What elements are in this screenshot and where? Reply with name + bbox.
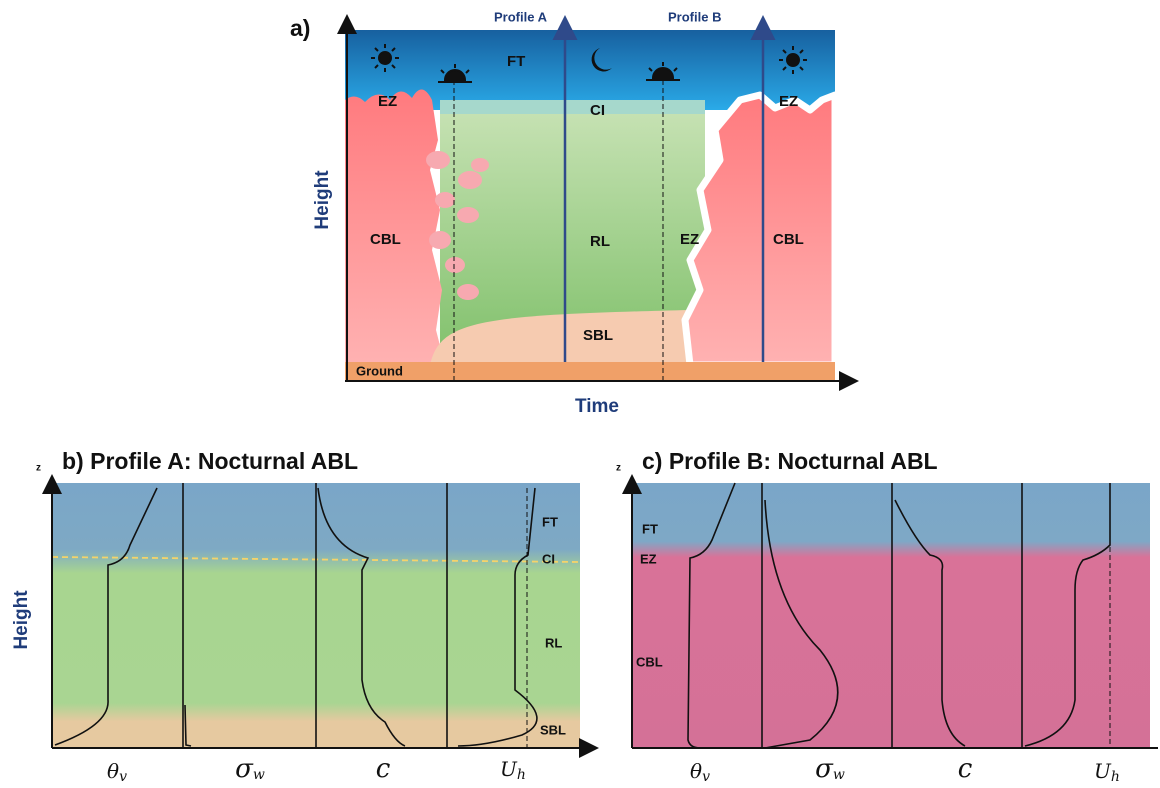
panel-c: c) Profile B: Nocturnal ABL z FT EZ CBL …: [616, 448, 1158, 785]
label: σ: [815, 754, 834, 783]
label: FT: [542, 514, 558, 529]
label: RL: [590, 233, 610, 250]
region: [440, 100, 705, 114]
shape: [1024, 483, 1111, 747]
region: [345, 362, 835, 380]
label: EZ: [378, 93, 397, 110]
label: CBL: [370, 231, 401, 248]
shape: [779, 46, 807, 74]
label: c: [958, 754, 973, 783]
label: EZ: [779, 93, 798, 110]
label: Ground: [356, 363, 403, 378]
icon: [378, 51, 392, 65]
label: c: [376, 754, 391, 783]
panel-b: b) Profile A: Nocturnal ABL z Height FT …: [11, 448, 599, 785]
label: Uh: [500, 757, 526, 784]
label: Profile A: [494, 9, 548, 24]
label: EZ: [680, 231, 699, 248]
label: θ: [107, 759, 119, 783]
group: [426, 151, 489, 300]
icon: [786, 53, 800, 67]
label: EZ: [640, 551, 657, 566]
label: a): [290, 15, 310, 41]
label: σw: [815, 754, 845, 783]
label: SBL: [540, 722, 566, 737]
label: θ: [690, 759, 702, 783]
label: z: [616, 463, 621, 474]
cloud: [471, 158, 489, 172]
label: Uh: [1094, 759, 1120, 784]
label: SBL: [583, 327, 613, 344]
group: [761, 483, 1023, 748]
shape: [438, 64, 472, 83]
label: h: [517, 767, 526, 783]
label: z: [36, 463, 41, 474]
label: θv: [107, 759, 127, 784]
label: b) Profile A: Nocturnal ABL: [62, 448, 358, 474]
label: CI: [590, 102, 605, 119]
region: [632, 483, 1150, 748]
shape: [430, 310, 695, 365]
label: U: [1094, 759, 1112, 783]
label: σw: [235, 754, 265, 783]
shape: [651, 67, 675, 79]
label: Height: [312, 170, 333, 230]
cloud: [457, 284, 479, 300]
cloud: [435, 192, 455, 208]
label: c: [958, 754, 973, 783]
label: c: [376, 754, 391, 783]
label: θv: [690, 759, 710, 784]
shape: [443, 69, 467, 81]
cloud: [429, 231, 451, 249]
label: U: [500, 757, 518, 781]
label: FT: [507, 53, 525, 70]
shape: [646, 62, 680, 81]
label: v: [702, 769, 710, 783]
label: Profile B: [668, 9, 721, 24]
shape: [317, 487, 406, 747]
cloud: [457, 207, 479, 223]
shape: [371, 44, 399, 72]
shape: [894, 499, 966, 747]
label: FT: [642, 521, 658, 536]
label: Time: [575, 396, 619, 417]
cloud: [426, 151, 450, 169]
shape: [184, 704, 192, 747]
label: RL: [545, 635, 562, 650]
group: [182, 483, 448, 748]
shape: [345, 89, 445, 365]
label: CI: [542, 551, 555, 566]
shape: [54, 487, 158, 746]
label: v: [119, 769, 127, 783]
group: [371, 44, 807, 83]
label: h: [1111, 769, 1120, 783]
label: c) Profile B: Nocturnal ABL: [642, 448, 938, 474]
label: CBL: [773, 231, 804, 248]
label: CBL: [636, 654, 663, 669]
panel-a: a) Profile A Profile B FT EZ CI EZ CBL R…: [290, 9, 859, 417]
cloud: [445, 257, 465, 273]
label: w: [253, 767, 265, 783]
shape: [764, 499, 839, 749]
shape: [591, 48, 612, 72]
label: σ: [235, 754, 254, 783]
shape: [681, 91, 839, 369]
label: w: [833, 767, 845, 783]
label: Height: [11, 590, 32, 650]
shape: [457, 487, 538, 747]
cloud: [458, 171, 482, 189]
